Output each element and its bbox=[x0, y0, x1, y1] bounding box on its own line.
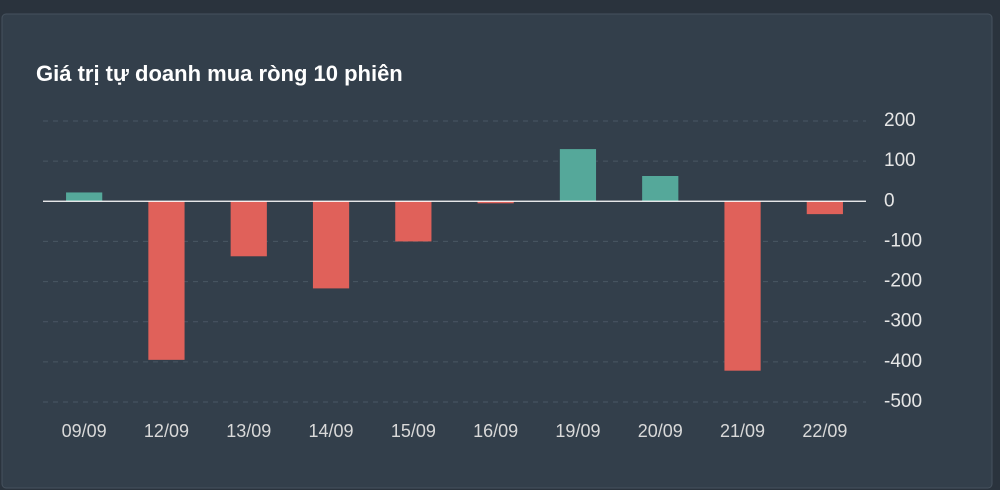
bar bbox=[559, 149, 597, 202]
y-tick-label: -100 bbox=[884, 230, 922, 251]
y-tick-label: -200 bbox=[884, 271, 922, 292]
x-tick-label: 21/09 bbox=[720, 421, 765, 441]
y-tick-label: 0 bbox=[884, 190, 895, 211]
y-tick-label: -400 bbox=[884, 351, 922, 372]
y-tick-label: 200 bbox=[884, 110, 916, 131]
bar bbox=[642, 175, 679, 202]
bar bbox=[230, 201, 267, 257]
x-tick-label: 20/09 bbox=[638, 421, 683, 441]
x-tick-label: 14/09 bbox=[309, 421, 354, 441]
y-tick-label: -300 bbox=[884, 311, 922, 332]
x-tick-label: 19/09 bbox=[555, 421, 600, 441]
x-tick-label: 16/09 bbox=[473, 421, 518, 441]
bar bbox=[806, 201, 843, 215]
bar bbox=[477, 201, 514, 204]
x-tick-label: 09/09 bbox=[62, 421, 107, 441]
bar bbox=[724, 201, 761, 371]
y-tick-label: 100 bbox=[884, 150, 916, 171]
x-tick-label: 13/09 bbox=[226, 421, 271, 441]
bar bbox=[395, 201, 432, 242]
bar bbox=[312, 201, 350, 289]
y-tick-label: -500 bbox=[884, 391, 922, 412]
x-tick-label: 22/09 bbox=[802, 421, 847, 441]
x-tick-label: 15/09 bbox=[391, 421, 436, 441]
chart-title: Giá trị tự doanh mua ròng 10 phiên bbox=[36, 61, 403, 86]
bar bbox=[148, 201, 185, 360]
bar bbox=[66, 192, 103, 202]
x-tick-label: 12/09 bbox=[144, 421, 189, 441]
